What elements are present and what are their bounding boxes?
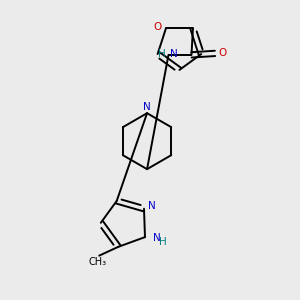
Text: N: N	[170, 49, 177, 59]
Text: N: N	[143, 102, 151, 112]
Text: H: H	[158, 49, 166, 59]
Text: N: N	[153, 233, 161, 243]
Text: CH₃: CH₃	[88, 256, 107, 266]
Text: O: O	[154, 22, 162, 32]
Text: N: N	[148, 201, 156, 212]
Text: O: O	[218, 48, 226, 59]
Text: H: H	[159, 237, 167, 248]
